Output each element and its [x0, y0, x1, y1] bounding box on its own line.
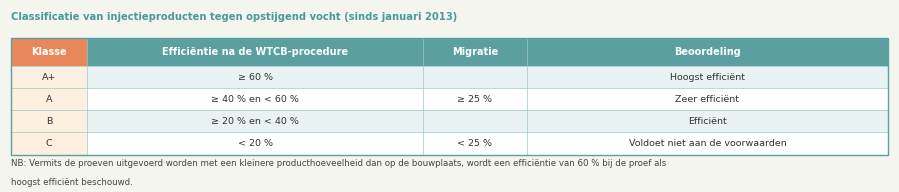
Text: < 25 %: < 25 %	[458, 139, 493, 148]
Text: ≥ 40 % en < 60 %: ≥ 40 % en < 60 %	[211, 95, 299, 104]
Bar	[423, 110, 527, 132]
Bar	[11, 132, 87, 155]
Text: C: C	[46, 139, 52, 148]
Bar	[527, 132, 888, 155]
Bar	[527, 110, 888, 132]
Text: Hoogst efficiënt: Hoogst efficiënt	[670, 73, 745, 82]
Bar	[527, 66, 888, 88]
Text: Migratie: Migratie	[452, 47, 498, 57]
Text: Beoordeling: Beoordeling	[674, 47, 741, 57]
Bar	[11, 38, 87, 66]
Text: A+: A+	[41, 73, 57, 82]
Text: A: A	[46, 95, 52, 104]
Text: Klasse: Klasse	[31, 47, 67, 57]
Bar	[87, 110, 423, 132]
Text: ≥ 20 % en < 40 %: ≥ 20 % en < 40 %	[211, 117, 299, 126]
Text: hoogst efficiënt beschouwd.: hoogst efficiënt beschouwd.	[11, 178, 132, 187]
Bar	[423, 132, 527, 155]
Text: Zeer efficiënt: Zeer efficiënt	[675, 95, 740, 104]
Bar	[527, 88, 888, 110]
Bar	[87, 132, 423, 155]
Bar	[87, 66, 423, 88]
Text: B: B	[46, 117, 52, 126]
Text: Classificatie van injectieproducten tegen opstijgend vocht (sinds januari 2013): Classificatie van injectieproducten tege…	[11, 12, 457, 22]
Bar	[527, 38, 888, 66]
Text: < 20 %: < 20 %	[237, 139, 272, 148]
Bar	[87, 38, 423, 66]
Text: Voldoet niet aan de voorwaarden: Voldoet niet aan de voorwaarden	[628, 139, 787, 148]
Bar	[423, 38, 527, 66]
Text: ≥ 60 %: ≥ 60 %	[237, 73, 272, 82]
Bar	[87, 88, 423, 110]
Text: Efficiënt: Efficiënt	[688, 117, 726, 126]
Text: ≥ 25 %: ≥ 25 %	[458, 95, 493, 104]
Bar	[11, 66, 87, 88]
Bar	[11, 110, 87, 132]
Text: NB: Vermits de proeven uitgevoerd worden met een kleinere producthoeveelheid dan: NB: Vermits de proeven uitgevoerd worden…	[11, 159, 666, 168]
Bar	[423, 66, 527, 88]
Text: Efficiëntie na de WTCB-procedure: Efficiëntie na de WTCB-procedure	[162, 47, 348, 57]
Bar	[423, 88, 527, 110]
Bar	[11, 38, 888, 155]
Bar	[11, 88, 87, 110]
